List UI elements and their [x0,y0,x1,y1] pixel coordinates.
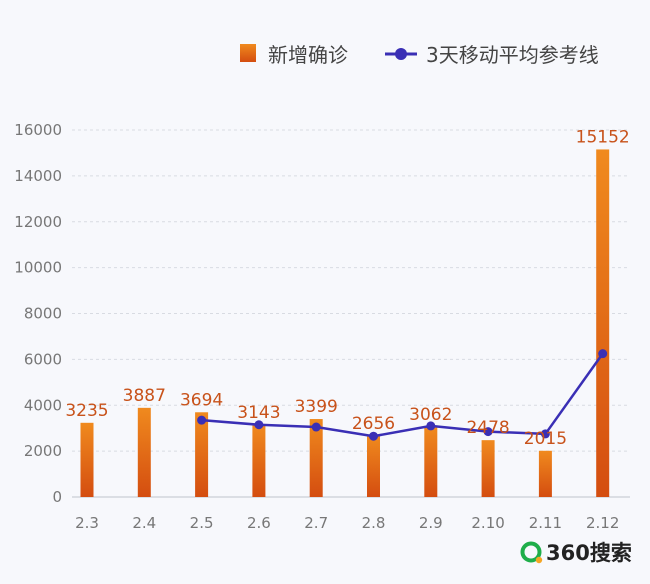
x-tick-label: 2.4 [132,514,156,532]
legend-bar-swatch [240,44,256,62]
data-label-2.7: 3399 [295,397,338,417]
bar-2.4 [137,407,151,497]
moving-average-point [483,427,493,437]
x-tick-label: 2.6 [247,514,271,532]
x-tick-label: 2.9 [419,514,443,532]
bar-2.3 [80,422,94,497]
x-tick-label: 2.7 [304,514,328,532]
x-tick-label: 2.10 [471,514,504,532]
y-tick-label: 14000 [14,167,62,185]
y-tick-label: 4000 [24,396,62,414]
x-axis-tick-labels: 2.3 2.4 2.5 2.6 2.7 2.8 2.9 2.10 2.11 2.12 [75,514,619,532]
data-labels: 3235 3887 3694 3143 3399 2656 3062 2478 2015 1515… [65,127,629,448]
bar-2.9 [424,426,438,497]
legend-line-marker [395,48,407,60]
moving-average-point [311,422,321,432]
y-tick-label: 10000 [14,259,62,277]
data-label-2.4: 3887 [123,386,166,406]
x-tick-label: 2.8 [362,514,386,532]
legend-bar-label: 新增确诊 [268,43,348,67]
y-tick-label: 0 [52,488,62,506]
data-label-2.9: 3062 [409,405,452,425]
bar-2.5 [195,412,209,497]
data-label-2.6: 3143 [237,403,280,423]
data-label-2.8: 2656 [352,414,395,434]
bar-2.11 [538,450,552,497]
bar-2.10 [481,440,495,497]
data-label-2.10: 2478 [466,418,509,438]
x-tick-label: 2.11 [529,514,562,532]
legend: 新增确诊 3天移动平均参考线 [240,43,599,67]
x-tick-label: 2.12 [586,514,619,532]
y-tick-label: 8000 [24,305,62,323]
y-tick-label: 6000 [24,350,62,368]
brand-logo: 360搜索 [520,541,632,565]
x-tick-label: 2.3 [75,514,99,532]
legend-line-label: 3天移动平均参考线 [426,43,599,67]
gridlines [72,129,630,498]
x-tick-label: 2.5 [190,514,214,532]
y-tick-label: 16000 [14,121,62,139]
bar-2.8 [367,436,380,497]
bar-2.6 [252,424,266,497]
moving-average-point [369,431,378,441]
bar-2.12 [596,149,610,498]
y-axis-tick-labels: 0 2000 4000 6000 8000 10000 12000 14000 16000 [14,121,62,506]
data-label-2.11: 2015 [524,429,567,449]
y-tick-label: 2000 [24,442,62,460]
moving-average-path [201,352,604,438]
moving-average-point [540,429,550,439]
360-search-logo-icon [520,541,543,564]
moving-average-point [598,349,608,359]
moving-average-point [197,415,207,425]
moving-average-line [197,349,608,441]
data-label-2.12: 15152 [576,127,630,147]
data-label-2.3: 3235 [65,401,108,421]
bar-2.7 [309,419,323,497]
bars [80,149,610,498]
y-tick-label: 12000 [14,213,62,231]
moving-average-point [254,420,264,430]
data-label-2.5: 3694 [180,390,223,410]
brand-name: 360搜索 [546,541,632,565]
moving-average-point [426,421,436,431]
